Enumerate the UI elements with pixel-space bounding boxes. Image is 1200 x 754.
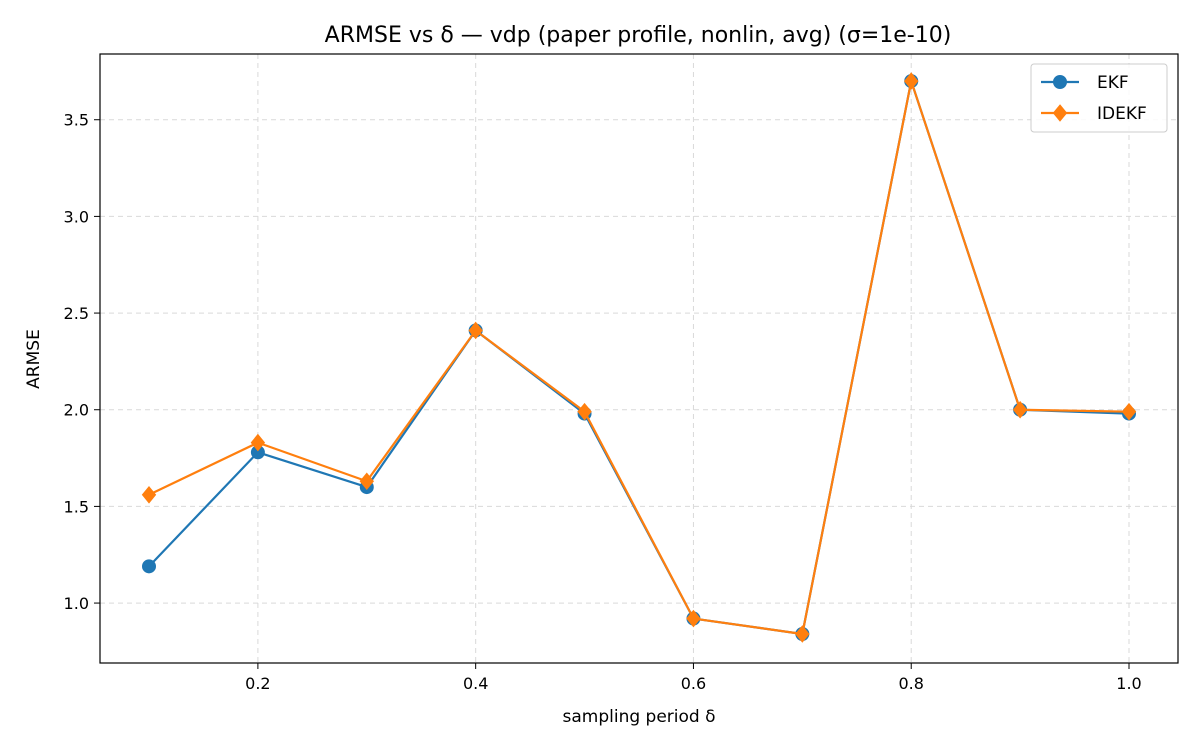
data-point-idekf (795, 625, 810, 643)
y-tick-label: 3.5 (64, 111, 89, 130)
y-axis-label: ARMSE (24, 329, 44, 389)
legend-label: IDEKF (1097, 104, 1147, 124)
chart-title: ARMSE vs δ — vdp (paper profile, nonlin,… (325, 23, 952, 48)
data-point-ekf (142, 559, 156, 574)
data-point-idekf (904, 72, 919, 90)
y-tick-label: 1.0 (64, 594, 89, 613)
axes-layer: 0.2 0.4 0.6 0.8 1.0 1.0 1.5 2.0 2.5 3.0 3.5 (64, 53, 1179, 693)
x-tick-label: 0.2 (245, 674, 270, 693)
series-layer (141, 72, 1137, 643)
y-tick-label: 2.5 (64, 304, 89, 323)
series-line-idekf (148, 79, 1130, 636)
x-tick-label: 0.8 (898, 674, 923, 693)
data-point-idekf (359, 472, 374, 491)
y-tick-label: 1.5 (64, 497, 89, 516)
series-ekf (142, 74, 1136, 641)
legend-label: EKF (1097, 73, 1129, 93)
data-point-idekf (250, 433, 266, 452)
legend-item-idekf: IDEKF (1041, 104, 1147, 124)
legend-item-ekf: EKF (1041, 73, 1129, 93)
legend-swatch-marker (1052, 104, 1068, 122)
x-tick-label: 0.4 (463, 674, 488, 693)
legend-swatch-marker (1053, 75, 1067, 89)
x-axis-label: sampling period δ (563, 707, 716, 727)
series-line-ekf (148, 79, 1130, 636)
x-tick-label: 0.6 (681, 674, 706, 693)
series-idekf (141, 72, 1137, 643)
y-tick-label: 2.0 (64, 401, 89, 420)
x-tick-label: 1.0 (1116, 674, 1141, 693)
y-tick-label: 3.0 (64, 207, 89, 226)
data-point-idekf (1012, 400, 1028, 419)
grid-layer (100, 54, 1178, 663)
plot-frame (99, 53, 1179, 664)
data-point-idekf (141, 486, 157, 504)
data-point-idekf (468, 321, 483, 340)
data-point-idekf (577, 402, 592, 421)
legend: EKF IDEKF (1030, 63, 1168, 133)
data-point-idekf (1121, 402, 1137, 421)
data-point-idekf (686, 609, 701, 628)
